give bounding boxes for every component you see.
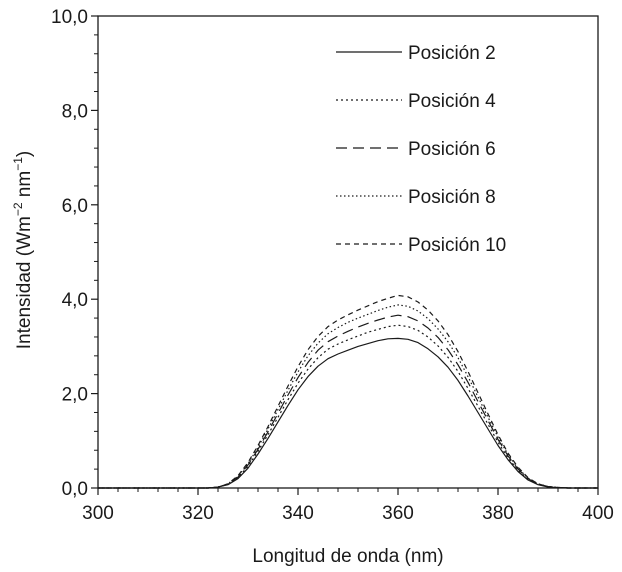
legend-label-2: Posición 4	[408, 91, 496, 112]
y-tick-label: 8,0	[62, 101, 88, 122]
x-tick-label: 340	[282, 503, 314, 524]
series-line-3	[98, 314, 598, 489]
y-tick-label: 10,0	[51, 7, 88, 28]
series-line-4	[98, 304, 598, 489]
y-tick-label: 2,0	[62, 385, 88, 406]
x-tick-label: 320	[182, 503, 214, 524]
x-tick-label: 300	[82, 503, 114, 524]
series-line-5	[98, 294, 598, 489]
plot-frame	[97, 15, 599, 489]
legend-label-4: Posición 8	[408, 187, 496, 208]
x-tick-label: 380	[482, 503, 514, 524]
legend-label-3: Posición 6	[408, 139, 496, 160]
y-tick-label: 6,0	[62, 196, 88, 217]
legend-label-1: Posición 2	[408, 43, 496, 64]
y-axis-title: Intensidad (Wm−2 nm−1)	[11, 151, 35, 349]
y-axis-title-mid: nm	[14, 171, 35, 203]
y-axis-title-exp2: −1	[11, 157, 25, 171]
y-tick-label: 4,0	[62, 290, 88, 311]
y-tick-label: 0,0	[62, 479, 88, 500]
legend-label-5: Posición 10	[408, 235, 506, 256]
x-axis-title: Longitud de onda (nm)	[252, 546, 443, 567]
y-axis-title-exp1: −2	[11, 202, 25, 216]
series-line-1	[98, 337, 598, 489]
y-axis-title-end: )	[14, 151, 35, 157]
x-tick-label: 400	[582, 503, 614, 524]
series-line-2	[98, 324, 598, 489]
y-axis-title-base: Intensidad (Wm	[14, 216, 35, 349]
x-tick-label: 360	[382, 503, 414, 524]
